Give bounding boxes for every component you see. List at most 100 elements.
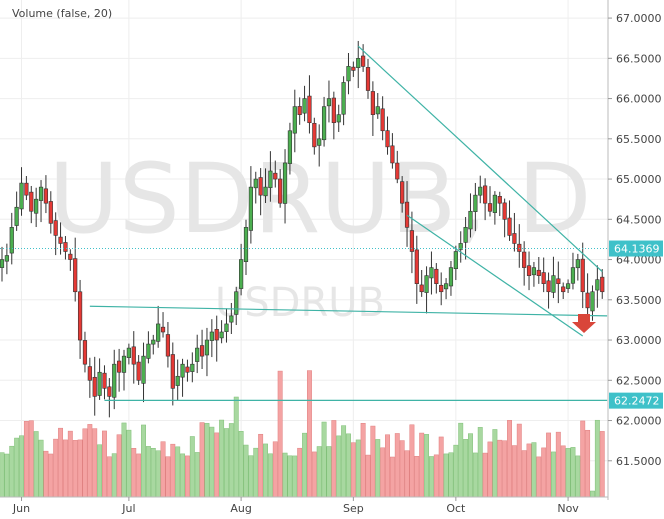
candle-body (517, 243, 522, 252)
volume-bar (394, 433, 400, 498)
volume-bar (502, 440, 508, 498)
candle-body (546, 280, 551, 293)
candle-body (97, 371, 102, 396)
volume-bar (550, 451, 556, 498)
candle-body (239, 259, 244, 289)
candle-body (317, 138, 322, 146)
candle-body (38, 186, 44, 201)
volume-bar (526, 443, 532, 498)
volume-bar (189, 436, 195, 498)
candle-body (429, 267, 434, 279)
candle-body (497, 196, 502, 204)
candle-body (585, 292, 590, 309)
candle-body (463, 227, 468, 243)
volume-bar (121, 422, 127, 498)
volume-bar (355, 439, 361, 498)
candle-body (487, 203, 493, 212)
volume-bar (155, 450, 161, 498)
volume-bar (194, 452, 200, 498)
down-arrow-icon (572, 314, 596, 333)
volume-bar (233, 396, 239, 498)
volume-bar (511, 445, 517, 498)
y-tick-label: 67.0000 (616, 12, 662, 25)
volume-bar (282, 452, 288, 498)
volume-bar (248, 455, 254, 498)
volume-bar (370, 425, 376, 498)
volume-bar (297, 447, 303, 498)
candle-body (185, 366, 190, 373)
volume-bar (385, 434, 390, 498)
volume-bar (33, 431, 39, 498)
candle-body (361, 55, 366, 67)
candle-body (570, 267, 576, 284)
candle-body (73, 258, 78, 293)
volume-bar (224, 428, 229, 498)
volume-bar (77, 439, 83, 498)
volume-bar (214, 432, 220, 498)
y-tick-label: 63.0000 (616, 334, 662, 347)
candle-body (565, 283, 571, 289)
y-tick-label: 66.5000 (616, 52, 662, 65)
volume-bar (468, 433, 473, 498)
y-tick-label: 63.5000 (616, 294, 662, 307)
volume-bar (82, 428, 88, 498)
candle-body (302, 98, 307, 114)
candle-body (385, 130, 390, 148)
candle-body (195, 347, 200, 362)
candle-body (68, 253, 73, 260)
volume-bar (453, 444, 459, 498)
y-tick-label: 62.0000 (616, 415, 662, 428)
volume-bar (409, 424, 415, 498)
candle-body (63, 242, 68, 252)
price-tag-label: 62.2472 (614, 395, 660, 408)
volume-bar (463, 439, 469, 498)
volume-bar (175, 446, 181, 498)
candle-body (243, 227, 249, 262)
candle-body (453, 251, 458, 270)
volume-bar (131, 448, 137, 498)
candle-body (121, 355, 127, 373)
candle-body (346, 66, 351, 82)
volume-bar (492, 429, 498, 498)
volume-bar (302, 432, 308, 498)
trend-line (357, 45, 603, 273)
volume-bar (346, 433, 351, 498)
volume-bar (141, 424, 146, 498)
candle-body (4, 255, 9, 262)
candle-body (24, 182, 29, 196)
candle-body (107, 386, 112, 397)
trend-line (406, 214, 584, 337)
candle-body (77, 291, 83, 341)
volume-bar (150, 447, 156, 498)
volume-bar (458, 422, 464, 498)
candle-body (424, 275, 429, 293)
volume-bar (258, 433, 264, 498)
candle-body (9, 227, 14, 254)
candle-body (321, 106, 327, 141)
x-tick-label: Jun (12, 502, 30, 515)
volume-bar (585, 429, 591, 498)
candles (0, 40, 605, 418)
candle-body (19, 182, 24, 210)
candle-body (117, 360, 122, 373)
volume-bar (375, 439, 381, 498)
candle-body (253, 178, 258, 189)
volume-bar (599, 431, 605, 498)
volume-bar (277, 370, 283, 498)
volume-bar (565, 448, 571, 498)
y-tick-label: 61.5000 (616, 455, 662, 468)
volume-bar (555, 431, 561, 498)
volume-bar (311, 451, 317, 498)
volume-bar (204, 423, 210, 498)
volume-bar (419, 432, 425, 498)
candle-body (395, 162, 400, 180)
volume-bar (472, 452, 478, 498)
candle-body (146, 343, 151, 359)
volume-bar (414, 456, 420, 498)
x-tick-label: Oct (446, 502, 466, 515)
volume-bar (531, 442, 537, 498)
candle-body (434, 268, 439, 284)
volume-bar (448, 452, 454, 498)
x-tick-label: Sep (343, 502, 364, 515)
